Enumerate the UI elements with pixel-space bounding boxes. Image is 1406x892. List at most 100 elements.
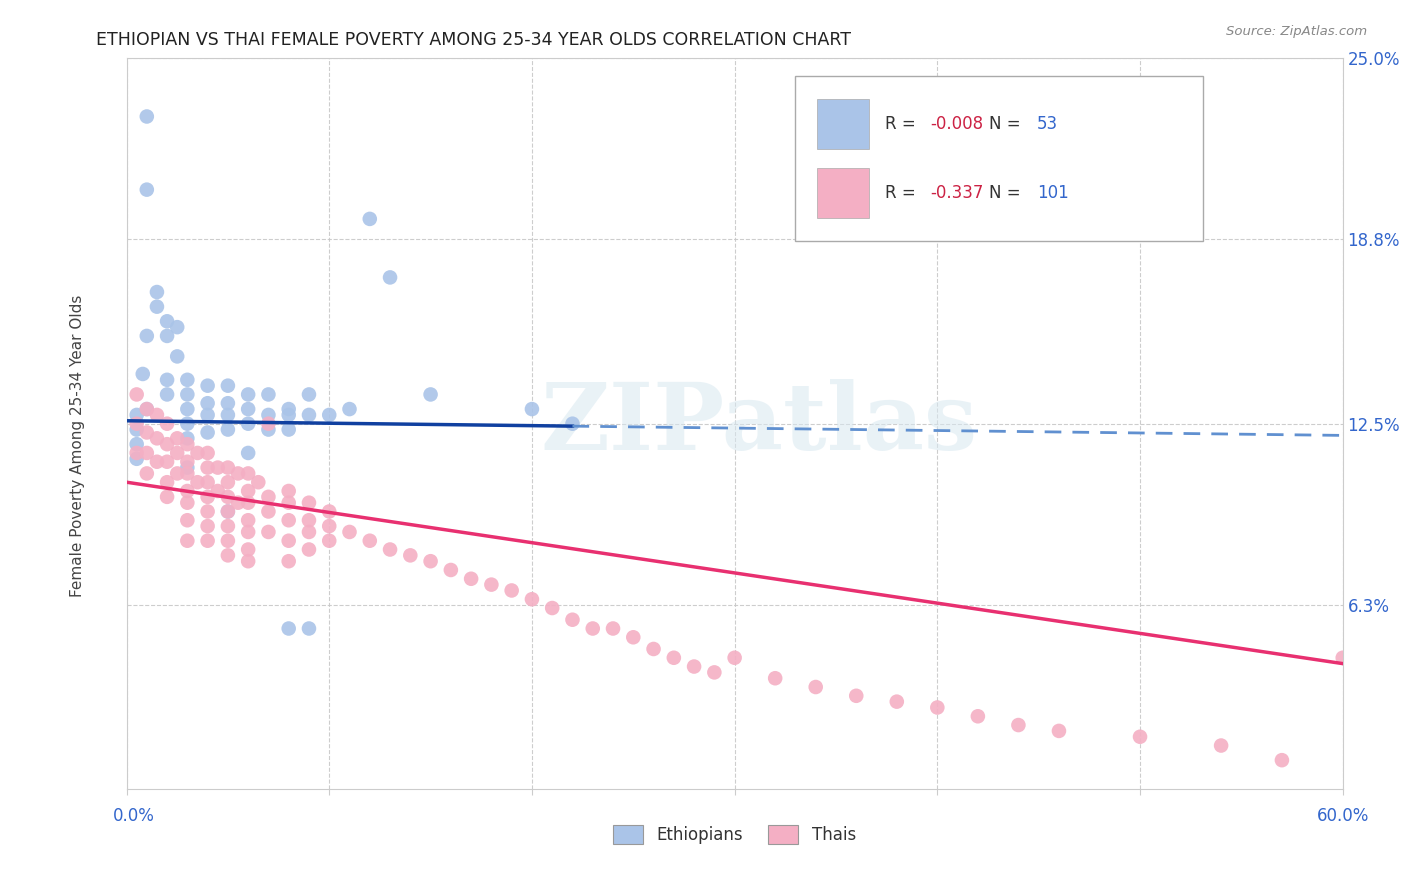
Text: 53: 53 (1036, 115, 1057, 133)
Point (277, 483, 299, 498)
Point (176, 513, 198, 527)
Point (318, 408, 340, 422)
Point (1271, 753, 1294, 767)
Point (146, 300, 169, 314)
Point (135, 329, 157, 343)
Point (339, 402, 361, 417)
Point (197, 396, 219, 410)
Point (197, 425, 219, 440)
Point (176, 455, 198, 469)
Point (501, 583, 523, 598)
Point (582, 622, 605, 636)
Point (703, 665, 725, 680)
Point (197, 533, 219, 548)
Point (197, 408, 219, 422)
Point (236, 496, 259, 510)
Point (277, 423, 299, 437)
Point (399, 549, 422, 563)
Point (927, 700, 949, 714)
Legend: Ethiopians, Thais: Ethiopians, Thais (607, 818, 862, 851)
Point (277, 402, 299, 417)
Point (318, 533, 340, 548)
Point (146, 455, 169, 469)
Point (967, 709, 990, 723)
Point (197, 490, 219, 504)
Point (298, 513, 321, 527)
Point (217, 423, 239, 437)
Point (257, 387, 280, 401)
Point (176, 533, 198, 548)
Point (217, 490, 239, 504)
Text: N =: N = (990, 184, 1026, 202)
Point (197, 460, 219, 475)
Point (257, 524, 280, 539)
Point (125, 451, 148, 466)
Point (236, 446, 259, 460)
Point (277, 533, 299, 548)
Point (125, 387, 148, 401)
Point (277, 554, 299, 568)
Point (561, 613, 583, 627)
Point (804, 680, 827, 694)
Point (125, 408, 148, 422)
Point (217, 408, 239, 422)
Text: ETHIOPIAN VS THAI FEMALE POVERTY AMONG 25-34 YEAR OLDS CORRELATION CHART: ETHIOPIAN VS THAI FEMALE POVERTY AMONG 2… (96, 31, 851, 49)
Point (1211, 739, 1233, 753)
Point (298, 524, 321, 539)
Point (207, 483, 229, 498)
Point (643, 642, 665, 657)
Point (156, 387, 179, 401)
Point (723, 650, 745, 665)
Point (257, 417, 280, 431)
Point (135, 183, 157, 197)
Point (236, 417, 259, 431)
Point (146, 431, 169, 445)
Point (236, 524, 259, 539)
Point (520, 592, 543, 607)
Point (460, 572, 482, 586)
Point (845, 689, 868, 703)
FancyBboxPatch shape (817, 99, 869, 149)
Point (125, 417, 148, 431)
Point (125, 446, 148, 460)
Point (236, 542, 259, 557)
Point (886, 695, 908, 709)
Point (176, 437, 198, 451)
Text: ZIPatlas: ZIPatlas (540, 379, 977, 468)
Point (277, 513, 299, 527)
Text: 101: 101 (1036, 184, 1069, 202)
Text: 0.0%: 0.0% (112, 807, 155, 825)
Point (217, 460, 239, 475)
Point (156, 437, 179, 451)
Point (186, 446, 208, 460)
Text: R =: R = (884, 115, 921, 133)
Text: -0.008: -0.008 (929, 115, 983, 133)
Point (236, 554, 259, 568)
Point (339, 524, 361, 539)
Point (236, 483, 259, 498)
Point (683, 659, 706, 673)
Point (176, 467, 198, 481)
Point (166, 446, 188, 460)
Point (236, 513, 259, 527)
Point (217, 504, 239, 518)
Point (236, 387, 259, 401)
Point (298, 622, 321, 636)
Text: Female Poverty Among 25-34 Year Olds: Female Poverty Among 25-34 Year Olds (70, 295, 84, 597)
Point (217, 378, 239, 392)
Point (226, 496, 249, 510)
Point (176, 373, 198, 387)
Point (156, 314, 179, 328)
Point (359, 533, 381, 548)
Point (156, 373, 179, 387)
Point (197, 475, 219, 490)
Point (298, 496, 321, 510)
FancyBboxPatch shape (817, 168, 869, 219)
Point (176, 387, 198, 401)
Point (440, 563, 463, 577)
Point (135, 425, 157, 440)
Point (135, 446, 157, 460)
Point (176, 402, 198, 417)
Point (146, 408, 169, 422)
Point (176, 460, 198, 475)
